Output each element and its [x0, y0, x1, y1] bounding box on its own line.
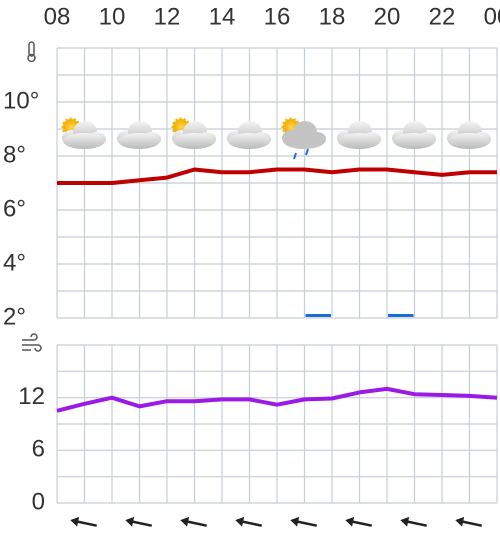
- wind-arrow: [180, 516, 207, 527]
- x-tick-label: 14: [209, 3, 236, 30]
- wind-icon: [22, 333, 42, 352]
- cloud: [173, 133, 215, 149]
- weather-icon: [281, 117, 326, 160]
- y-tick-label: 12: [18, 383, 45, 410]
- precipitation-bar: [305, 314, 331, 317]
- weather-icon: [447, 121, 491, 149]
- x-tick-label: 08: [44, 3, 71, 30]
- line: [57, 167, 497, 185]
- arrow-head: [70, 516, 80, 527]
- cloud: [283, 133, 325, 149]
- weather-icon: [392, 121, 436, 149]
- y-tick-label: 10°: [3, 87, 39, 114]
- y-tick-label: 2°: [3, 303, 26, 330]
- wind-arrow: [70, 516, 97, 527]
- rain-drop: [293, 152, 297, 160]
- weather-icon: [171, 117, 216, 149]
- x-tick-label: 22: [429, 3, 456, 30]
- cloud: [448, 133, 490, 149]
- arrow-head: [235, 516, 245, 527]
- arrow-head: [455, 516, 465, 527]
- arrow-head: [290, 516, 300, 527]
- line: [56, 386, 498, 413]
- x-tick-label: 00: [484, 3, 500, 30]
- weather-icon: [337, 121, 381, 149]
- y-tick-label: 4°: [3, 249, 26, 276]
- weather-icon: [117, 121, 161, 149]
- wind-arrow: [290, 516, 317, 527]
- cloud: [118, 133, 160, 149]
- precipitation-bar: [388, 314, 414, 317]
- wind-arrow: [455, 516, 482, 527]
- thermometer-icon: [27, 41, 36, 63]
- wind-arrow: [235, 516, 262, 527]
- wind-arrow: [345, 516, 372, 527]
- arrow-head: [345, 516, 355, 527]
- wind-arrow: [125, 516, 152, 527]
- cloud: [393, 133, 435, 149]
- y-tick-label: 6°: [3, 195, 26, 222]
- y-tick-label: 8°: [3, 141, 26, 168]
- cloud: [228, 133, 270, 149]
- y-tick-label: 6: [32, 436, 45, 463]
- wind-arrow: [400, 516, 427, 527]
- arrow-head: [180, 516, 190, 527]
- cloud: [63, 133, 105, 149]
- arrow-head: [400, 516, 410, 527]
- x-tick-label: 12: [154, 3, 181, 30]
- x-tick-label: 20: [374, 3, 401, 30]
- x-tick-label: 18: [319, 3, 346, 30]
- weather-icon: [227, 121, 271, 149]
- x-tick-label: 16: [264, 3, 291, 30]
- weather-icon: [61, 117, 106, 149]
- rain-drop: [305, 148, 309, 156]
- arrow-head: [125, 516, 135, 527]
- x-tick-label: 10: [99, 3, 126, 30]
- cloud: [338, 133, 380, 149]
- y-tick-label: 0: [32, 488, 45, 515]
